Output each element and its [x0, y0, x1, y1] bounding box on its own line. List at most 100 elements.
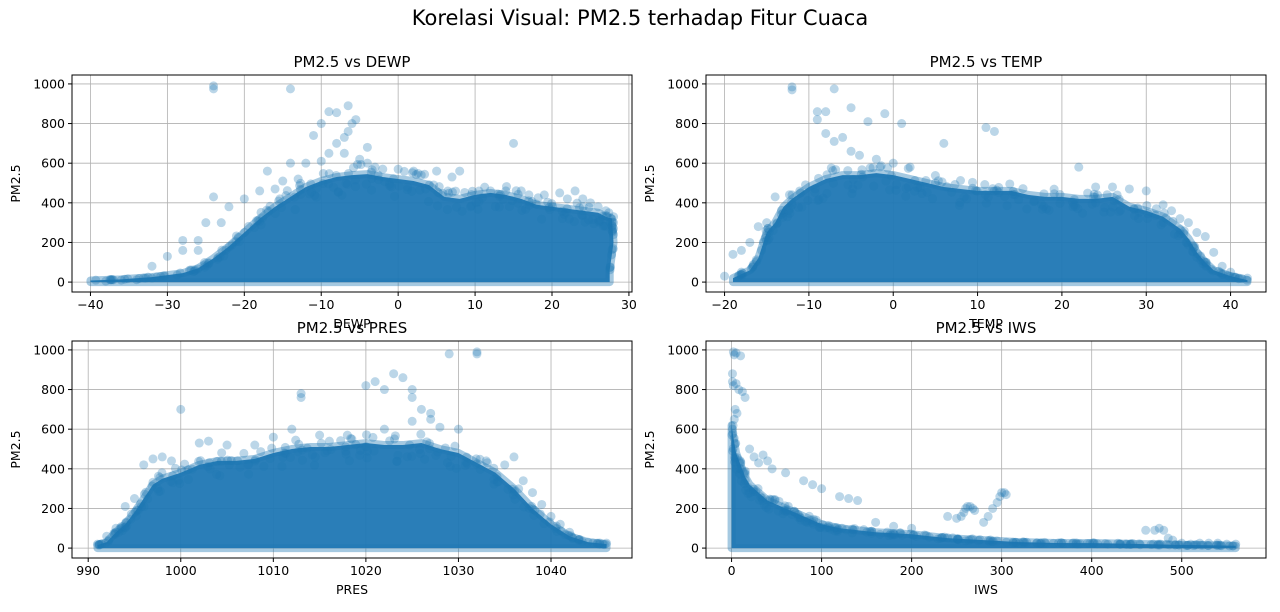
data-point: [821, 128, 831, 138]
data-point: [568, 533, 578, 543]
data-point: [746, 492, 756, 502]
data-point: [143, 494, 153, 504]
data-point: [324, 169, 334, 179]
data-point: [539, 190, 549, 200]
data-point: [296, 178, 306, 188]
data-point: [285, 158, 295, 168]
data-point: [1069, 194, 1079, 204]
data-point: [760, 233, 770, 243]
data-point: [280, 442, 290, 452]
data-point: [504, 202, 514, 212]
data-point: [911, 531, 921, 541]
data-point: [810, 184, 820, 194]
data-point: [885, 529, 895, 539]
data-point: [355, 445, 365, 455]
data-point: [110, 529, 120, 539]
data-point: [854, 150, 864, 160]
data-point: [379, 424, 389, 434]
data-point: [367, 165, 377, 175]
data-point: [249, 223, 259, 233]
data-point: [730, 439, 740, 449]
data-point: [826, 524, 836, 534]
data-point: [814, 173, 824, 183]
subplot-title: PM2.5 vs IWS: [936, 319, 1037, 337]
data-point: [139, 502, 149, 512]
data-point: [1103, 539, 1113, 549]
data-point: [1183, 540, 1193, 550]
data-point: [812, 115, 822, 125]
data-point: [387, 182, 397, 192]
data-point: [1196, 255, 1206, 265]
data-point: [728, 381, 738, 391]
data-point: [727, 430, 737, 440]
data-point: [605, 217, 615, 227]
data-point: [1109, 196, 1119, 206]
data-point: [964, 535, 974, 545]
data-point: [147, 261, 157, 271]
data-point: [139, 273, 149, 283]
data-point: [844, 494, 854, 504]
data-point: [778, 212, 788, 222]
data-point: [324, 148, 334, 158]
data-point: [943, 511, 953, 521]
data-point: [477, 193, 487, 203]
data-point: [1142, 201, 1152, 211]
data-point: [764, 233, 774, 243]
data-point: [489, 463, 499, 473]
data-point: [1182, 238, 1192, 248]
data-point: [513, 189, 523, 199]
data-point: [426, 414, 436, 424]
data-point: [787, 85, 797, 95]
data-point: [924, 532, 934, 542]
data-point: [378, 164, 388, 174]
x-tick-label: 990: [76, 563, 100, 578]
data-point: [136, 502, 146, 512]
data-point: [447, 172, 457, 182]
data-point: [889, 521, 899, 531]
data-point: [472, 347, 482, 357]
data-point: [343, 169, 353, 179]
data-point: [804, 511, 814, 521]
data-point: [763, 223, 773, 233]
data-point: [1198, 540, 1208, 550]
data-point: [890, 530, 900, 540]
data-point: [1036, 538, 1046, 548]
data-point: [178, 235, 188, 245]
data-point: [255, 186, 265, 196]
data-point: [967, 534, 977, 544]
data-point: [728, 428, 738, 438]
data-point: [1228, 541, 1238, 551]
data-point: [94, 540, 104, 550]
data-point: [183, 465, 193, 475]
data-point: [736, 269, 746, 279]
data-point: [94, 540, 104, 550]
data-point: [881, 176, 891, 186]
data-point: [1108, 182, 1118, 192]
data-point: [802, 516, 812, 526]
data-point: [1216, 541, 1226, 551]
data-point: [216, 218, 226, 228]
data-point: [384, 179, 394, 189]
data-point: [818, 193, 828, 203]
data-point: [731, 438, 741, 448]
data-point: [975, 535, 985, 545]
data-point: [809, 514, 819, 524]
data-point: [1224, 541, 1234, 551]
data-point: [985, 535, 995, 545]
data-point: [803, 195, 813, 205]
data-point: [1226, 267, 1236, 277]
data-point: [992, 185, 1002, 195]
data-point: [502, 182, 512, 192]
data-point: [1074, 162, 1084, 172]
data-point: [862, 527, 872, 537]
data-point: [954, 200, 964, 210]
data-point: [224, 460, 234, 470]
data-point: [481, 456, 491, 466]
data-point: [952, 513, 962, 523]
data-point: [204, 436, 214, 446]
data-point: [368, 432, 378, 442]
data-point: [407, 451, 417, 461]
data-point: [1141, 186, 1151, 196]
data-point: [734, 385, 744, 395]
data-point: [302, 443, 312, 453]
